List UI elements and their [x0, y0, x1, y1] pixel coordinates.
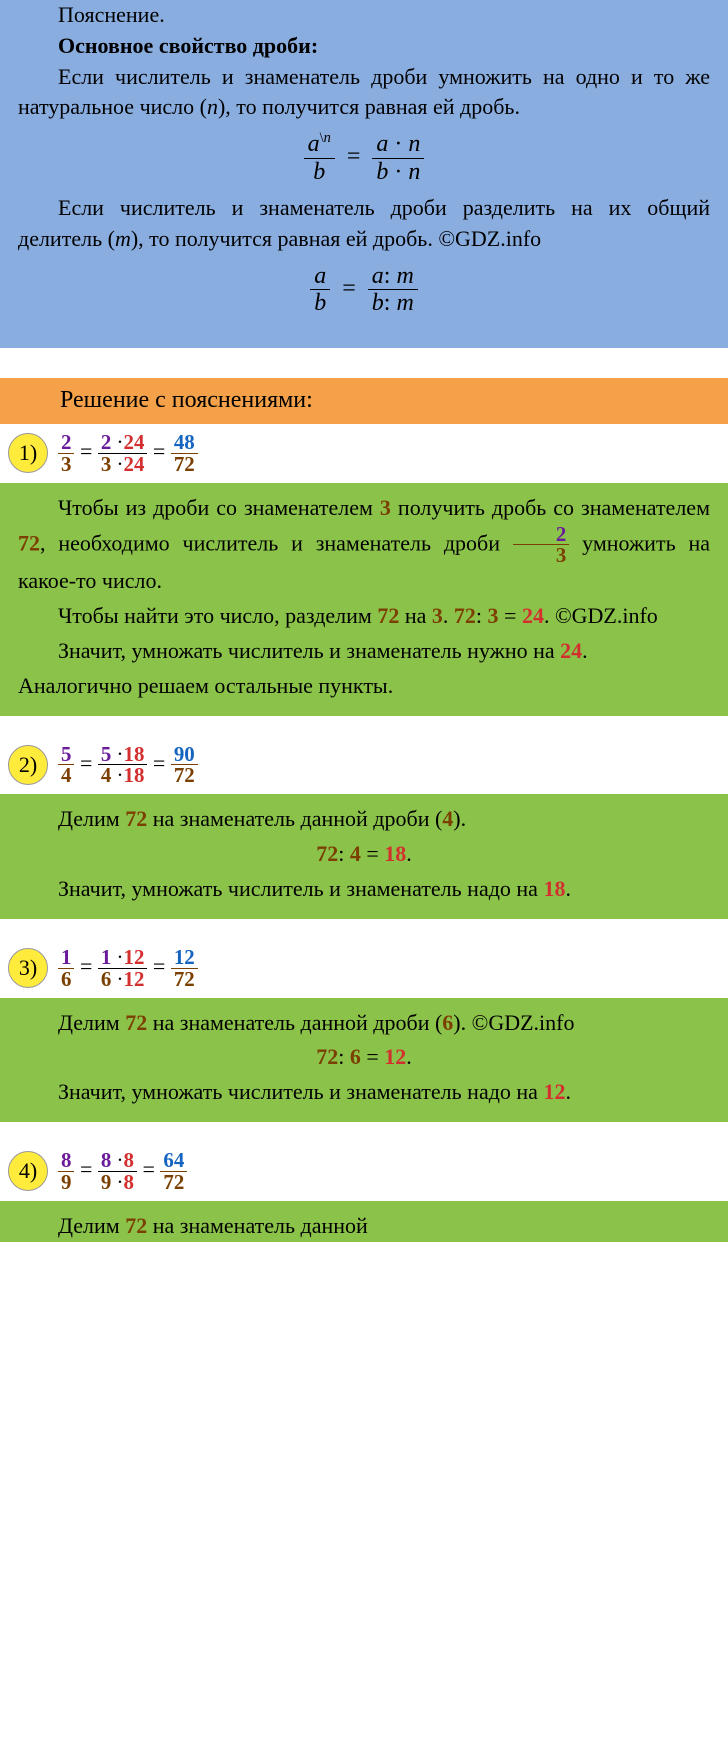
- spacer: [0, 1122, 728, 1142]
- property-text-1: Если числитель и знаменатель дроби умнож…: [18, 62, 710, 124]
- property-title: Основное свойство дроби:: [18, 31, 710, 62]
- problem-1-explanation: Чтобы из дроби со знаменателем 3 получит…: [0, 483, 728, 716]
- badge-2: 2): [8, 745, 48, 785]
- spacer: [0, 716, 728, 736]
- problem-1-equation: 1) 23 = 2 ·243 ·24 = 4872: [0, 424, 728, 483]
- problem-4-equation: 4) 89 = 8 ·89 ·8 = 6472: [0, 1142, 728, 1201]
- explanation-label: Пояснение.: [18, 0, 710, 31]
- formula-1: a\nb = a · nb · n: [18, 123, 710, 193]
- problem-2-equation: 2) 54 = 5 ·184 ·18 = 9072: [0, 736, 728, 795]
- explanation-box: Пояснение. Основное свойство дроби: Если…: [0, 0, 728, 348]
- badge-1: 1): [8, 433, 48, 473]
- formula-2: ab = a: mb: m: [18, 255, 710, 325]
- property-text-2: Если числитель и знаменатель дроби разде…: [18, 193, 710, 255]
- spacer: [0, 919, 728, 939]
- problem-3-explanation: Делим 72 на знаменатель данной дроби (6)…: [0, 998, 728, 1122]
- badge-3: 3): [8, 948, 48, 988]
- solution-header: Решение с пояснениями:: [0, 378, 728, 424]
- problem-3-equation: 3) 16 = 1 ·126 ·12 = 1272: [0, 939, 728, 998]
- badge-4: 4): [8, 1151, 48, 1191]
- problem-2-explanation: Делим 72 на знаменатель данной дроби (4)…: [0, 794, 728, 918]
- problem-4-explanation-partial: Делим 72 на знаменатель данной: [0, 1201, 728, 1242]
- page-content: Пояснение. Основное свойство дроби: Если…: [0, 0, 728, 1242]
- spacer: [0, 348, 728, 378]
